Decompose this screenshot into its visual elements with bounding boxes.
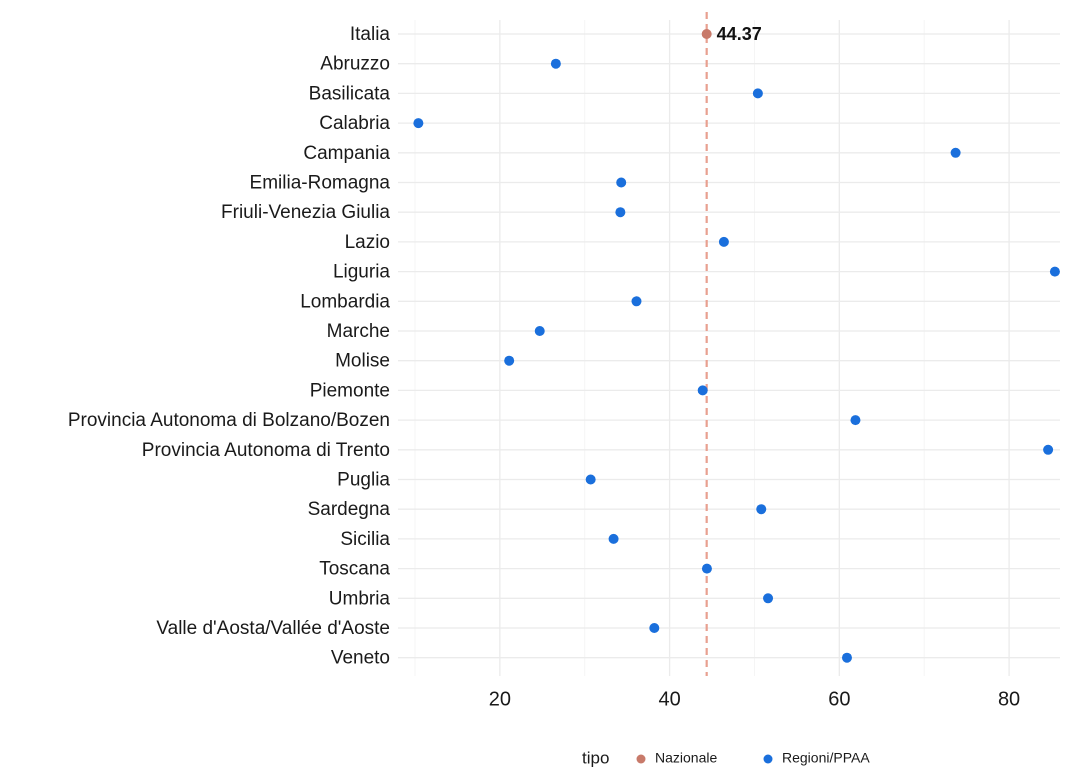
category-label-campania: Campania xyxy=(303,143,390,164)
legend: tipo Nazionale Regioni/PPAA xyxy=(582,748,870,767)
data-point-lombardia xyxy=(631,296,642,307)
x-tick-label: 20 xyxy=(489,688,511,710)
data-point-puglia xyxy=(585,474,596,485)
data-point-abruzzo xyxy=(550,58,561,69)
x-tick-label: 40 xyxy=(658,688,680,710)
data-point-liguria xyxy=(1049,266,1060,277)
data-point-toscana xyxy=(701,563,712,574)
data-point-piemonte xyxy=(697,385,708,396)
data-point-friuli-venezia-giulia xyxy=(615,207,626,218)
data-point-marche xyxy=(534,326,545,336)
x-tick-label: 60 xyxy=(828,688,850,710)
data-point-emilia-romagna xyxy=(616,177,627,188)
category-label-veneto: Veneto xyxy=(331,648,390,669)
data-point-italia xyxy=(701,29,712,39)
legend-label-nazionale: Nazionale xyxy=(655,750,717,766)
category-label-molise: Molise xyxy=(335,351,390,372)
legend-label-regioni-ppaa: Regioni/PPAA xyxy=(782,750,870,766)
category-label-provincia-autonoma-di-bolzano-bozen: Provincia Autonoma di Bolzano/Bozen xyxy=(68,410,390,431)
category-label-valle-d-aosta-vallee-d-aoste: Valle d'Aosta/Vallée d'Aoste xyxy=(156,618,390,639)
category-label-umbria: Umbria xyxy=(329,588,391,609)
data-point-valle-d-aosta-vallee-d-aoste xyxy=(649,623,660,633)
category-label-liguria: Liguria xyxy=(333,262,390,283)
legend-title: tipo xyxy=(582,748,609,767)
category-label-toscana: Toscana xyxy=(319,559,390,580)
category-label-provincia-autonoma-di-trento: Provincia Autonoma di Trento xyxy=(142,440,390,461)
category-label-abruzzo: Abruzzo xyxy=(320,54,390,75)
legend-swatch-regioni-ppaa xyxy=(763,754,773,764)
data-point-basilicata xyxy=(752,88,763,99)
data-point-campania xyxy=(950,147,961,158)
category-label-calabria: Calabria xyxy=(319,113,390,134)
category-label-lombardia: Lombardia xyxy=(300,291,390,312)
data-point-calabria xyxy=(413,118,424,129)
reference-value-label: 44.37 xyxy=(717,24,762,44)
category-label-sardegna: Sardegna xyxy=(308,499,391,520)
category-label-friuli-venezia-giulia: Friuli-Venezia Giulia xyxy=(221,202,390,223)
data-points xyxy=(413,29,1060,663)
category-labels: Italia Abruzzo Basilicata Calabria Campania E… xyxy=(68,24,391,669)
x-axis-ticks: 20 40 60 80 xyxy=(489,688,1020,710)
category-label-puglia: Puglia xyxy=(337,470,390,491)
category-label-italia: Italia xyxy=(350,24,391,45)
category-label-lazio: Lazio xyxy=(345,232,390,253)
category-label-basilicata: Basilicata xyxy=(309,83,391,104)
category-label-emilia-romagna: Emilia-Romagna xyxy=(250,173,391,194)
data-point-provincia-autonoma-di-bolzano-bozen xyxy=(850,415,861,426)
grid-layer xyxy=(398,20,1060,676)
reference-layer: 44.37 xyxy=(705,12,762,676)
x-tick-label: 80 xyxy=(998,688,1020,710)
data-point-provincia-autonoma-di-trento xyxy=(1043,444,1054,455)
data-point-sardegna xyxy=(756,504,767,515)
data-point-lazio xyxy=(718,236,729,247)
legend-swatch-nazionale xyxy=(636,754,646,764)
category-label-piemonte: Piemonte xyxy=(310,380,390,401)
data-point-umbria xyxy=(763,593,774,604)
category-label-sicilia: Sicilia xyxy=(340,529,390,550)
data-point-veneto xyxy=(841,652,852,663)
data-point-sicilia xyxy=(608,533,619,544)
data-point-molise xyxy=(504,355,515,366)
category-label-marche: Marche xyxy=(327,321,390,342)
